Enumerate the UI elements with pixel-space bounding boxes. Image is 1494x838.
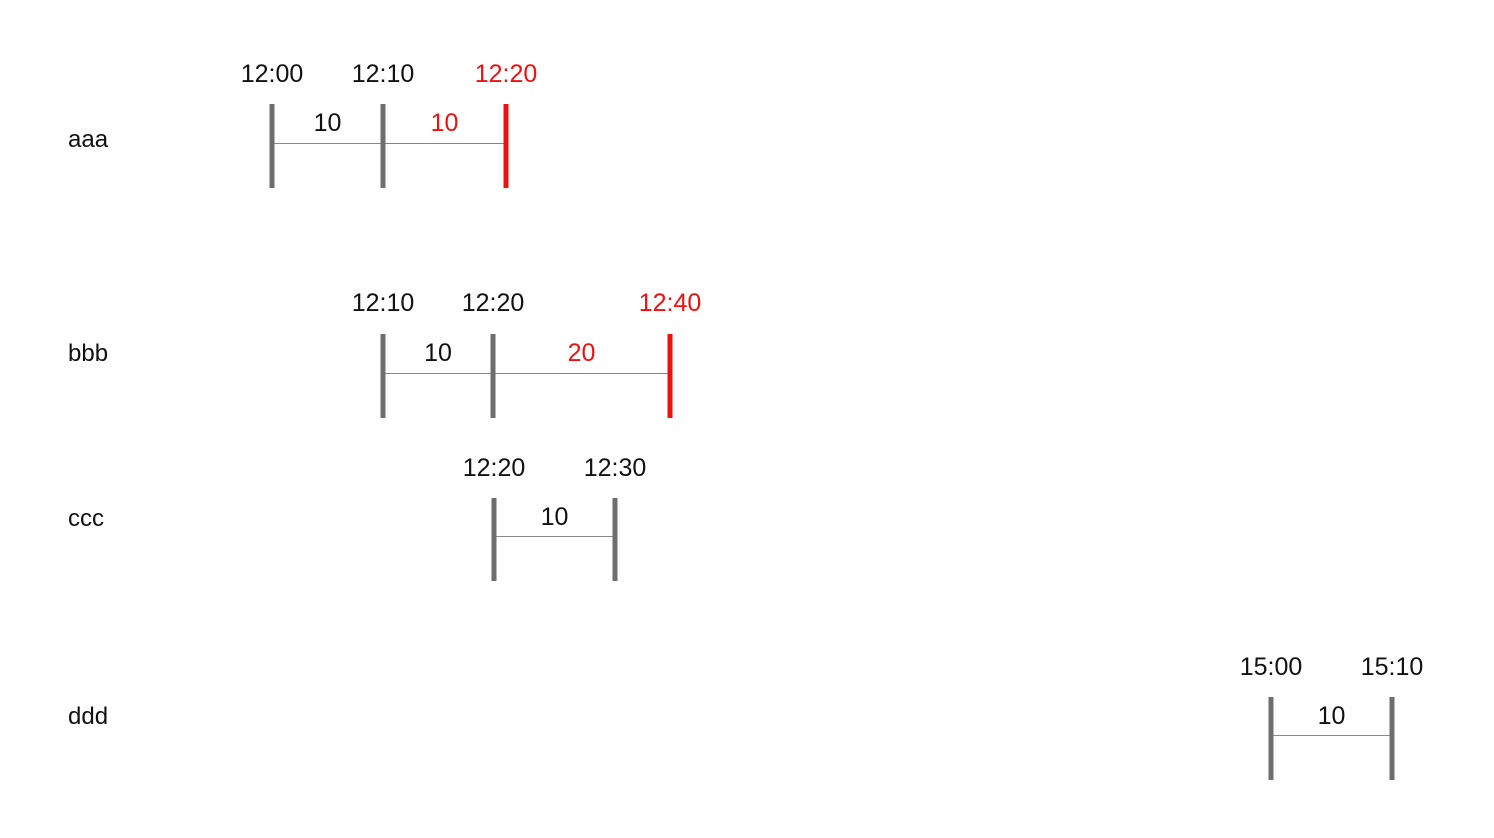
duration-label: 10 xyxy=(430,109,459,137)
duration-label: 10 xyxy=(424,339,452,367)
row-label: bbb xyxy=(68,340,109,367)
time-marker xyxy=(269,104,275,188)
row-label: ccc xyxy=(68,505,104,532)
time-label: 12:10 xyxy=(351,289,415,317)
duration-line xyxy=(1271,735,1392,736)
time-marker xyxy=(490,334,496,418)
duration-line xyxy=(383,143,506,144)
time-marker xyxy=(667,334,673,418)
time-marker xyxy=(1268,697,1274,780)
duration-line xyxy=(494,536,615,537)
time-marker xyxy=(1389,697,1395,780)
time-label: 12:20 xyxy=(474,60,538,88)
time-label: 12:20 xyxy=(461,289,525,317)
time-marker xyxy=(612,498,618,581)
row-label: ddd xyxy=(68,703,109,730)
time-marker xyxy=(380,104,386,188)
time-label: 12:40 xyxy=(638,289,702,317)
time-label: 15:10 xyxy=(1360,653,1424,681)
duration-label: 10 xyxy=(313,109,342,137)
time-label: 12:00 xyxy=(240,60,304,88)
row-label: aaa xyxy=(68,126,109,153)
duration-line xyxy=(272,143,383,144)
time-label: 12:30 xyxy=(583,454,647,482)
time-label: 12:10 xyxy=(351,60,415,88)
time-label: 15:00 xyxy=(1239,653,1303,681)
duration-line xyxy=(383,373,493,374)
duration-line xyxy=(493,373,670,374)
duration-label: 10 xyxy=(540,503,569,531)
time-marker xyxy=(380,334,386,418)
time-marker xyxy=(491,498,497,581)
time-marker xyxy=(503,104,509,188)
duration-label: 20 xyxy=(567,339,596,367)
time-label: 12:20 xyxy=(462,454,526,482)
duration-label: 10 xyxy=(1317,702,1346,730)
